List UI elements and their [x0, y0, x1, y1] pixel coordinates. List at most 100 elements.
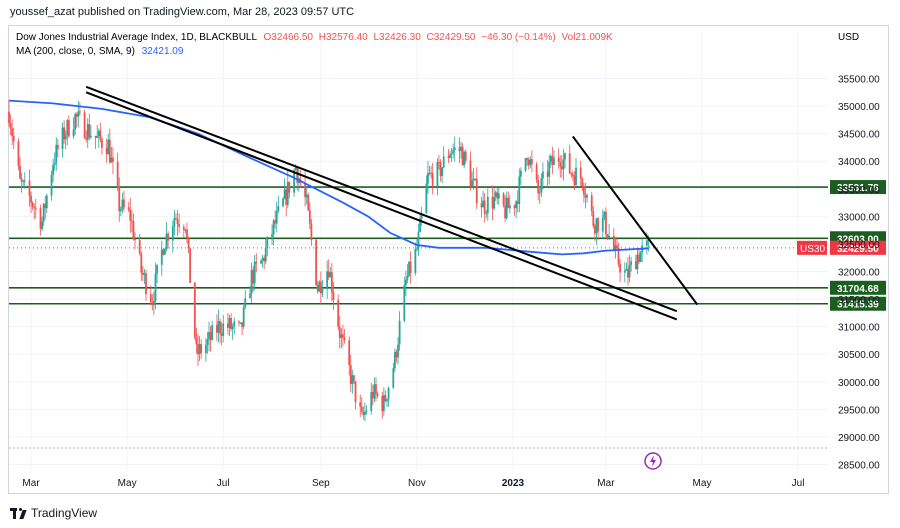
- candle-body: [337, 300, 340, 327]
- trendline: [85, 91, 678, 321]
- candle-body: [288, 181, 291, 193]
- candle-body: [482, 200, 484, 208]
- candle-body: [586, 195, 588, 198]
- candle-body: [187, 237, 190, 249]
- candle-body: [153, 301, 155, 306]
- candle-body: [493, 197, 495, 209]
- candle-body: [242, 307, 245, 327]
- candle-body: [449, 154, 451, 158]
- candle-body: [96, 136, 99, 138]
- candle-body: [436, 162, 439, 187]
- candle-body: [217, 321, 220, 333]
- candle-body: [8, 111, 10, 124]
- candle-body: [233, 321, 236, 327]
- candle-body: [39, 207, 42, 229]
- candle-body: [118, 186, 121, 212]
- candle-body: [594, 226, 596, 234]
- candle-body: [338, 326, 341, 338]
- candle-body: [305, 194, 308, 198]
- candle-body: [149, 294, 152, 303]
- candle-body: [340, 334, 343, 338]
- candle-body: [63, 127, 66, 140]
- candle-body: [630, 261, 633, 266]
- y-tick-label: 30500.00: [838, 350, 880, 361]
- candle-body: [491, 196, 494, 209]
- candle-body: [176, 219, 179, 225]
- candle-body: [23, 180, 26, 182]
- candle-body: [123, 199, 125, 208]
- candle-body: [227, 323, 229, 328]
- candle-body: [601, 217, 604, 232]
- candle-body: [72, 129, 75, 137]
- candle-body: [419, 218, 421, 232]
- candle-body: [208, 331, 210, 340]
- candle-body: [30, 195, 32, 203]
- candle-body: [619, 263, 621, 273]
- candle-body: [342, 334, 344, 338]
- candle-body: [332, 292, 335, 301]
- candle-body: [430, 172, 432, 174]
- x-tick-label: May: [118, 478, 137, 489]
- candle-body: [365, 411, 368, 413]
- candle-body: [548, 161, 551, 177]
- brand-name[interactable]: TradingView: [31, 506, 98, 520]
- candle-body: [165, 233, 168, 250]
- candle-body: [264, 248, 267, 262]
- candle-body: [151, 302, 154, 306]
- candle-body: [45, 195, 48, 209]
- candle-body: [108, 139, 111, 163]
- svg-text:Dow Jones Industrial Average I: Dow Jones Industrial Average Index, 1D, …: [16, 32, 613, 43]
- legend-low: L32426.30: [373, 32, 421, 43]
- candle-body: [375, 384, 377, 394]
- y-tick-label: 35000.00: [838, 102, 880, 113]
- candle-body: [515, 201, 518, 209]
- candle-body: [617, 247, 620, 264]
- candle-body: [326, 271, 329, 290]
- candle-body: [551, 156, 554, 165]
- candle-body: [249, 293, 251, 299]
- candle-body: [529, 159, 532, 166]
- candle-body: [581, 178, 584, 187]
- candle-body: [112, 157, 114, 162]
- candle-body: [562, 159, 565, 170]
- candle-body: [219, 321, 221, 334]
- candle-body: [471, 180, 473, 187]
- candle-body: [417, 231, 420, 249]
- y-tick-label: 29500.00: [838, 405, 880, 416]
- candle-body: [398, 320, 401, 345]
- candle-body: [351, 375, 354, 385]
- candle-body: [141, 272, 144, 275]
- candle-body: [121, 199, 124, 210]
- publish-icon[interactable]: [644, 452, 662, 470]
- candle-body: [592, 210, 595, 227]
- candle-body: [516, 201, 519, 204]
- candle-body: [359, 402, 362, 407]
- candle-body: [371, 392, 374, 399]
- candle-body: [605, 211, 607, 235]
- candle-body: [386, 399, 388, 402]
- legend-high: H32576.40: [319, 32, 368, 43]
- currency-label: USD: [838, 32, 859, 43]
- candle-body: [438, 162, 440, 164]
- candle-body: [285, 189, 288, 205]
- candle-body: [321, 289, 324, 294]
- candle-body: [253, 261, 256, 284]
- candle-body: [564, 153, 566, 160]
- candle-body: [329, 272, 332, 278]
- candle-body: [480, 203, 483, 208]
- candle-body: [519, 170, 522, 177]
- candle-body: [645, 240, 648, 246]
- candle-body: [327, 271, 330, 278]
- candle-body: [527, 159, 530, 166]
- support-price-label: 32603.00: [837, 234, 879, 245]
- candle-body: [453, 147, 456, 151]
- candle-body: [420, 213, 423, 219]
- y-tick-label: 32500.00: [838, 240, 880, 251]
- candle-body: [31, 202, 34, 207]
- candle-body: [209, 331, 212, 340]
- candle-body: [343, 337, 346, 341]
- candle-body: [56, 144, 59, 150]
- candle-body: [41, 221, 43, 229]
- candle-body: [557, 157, 560, 163]
